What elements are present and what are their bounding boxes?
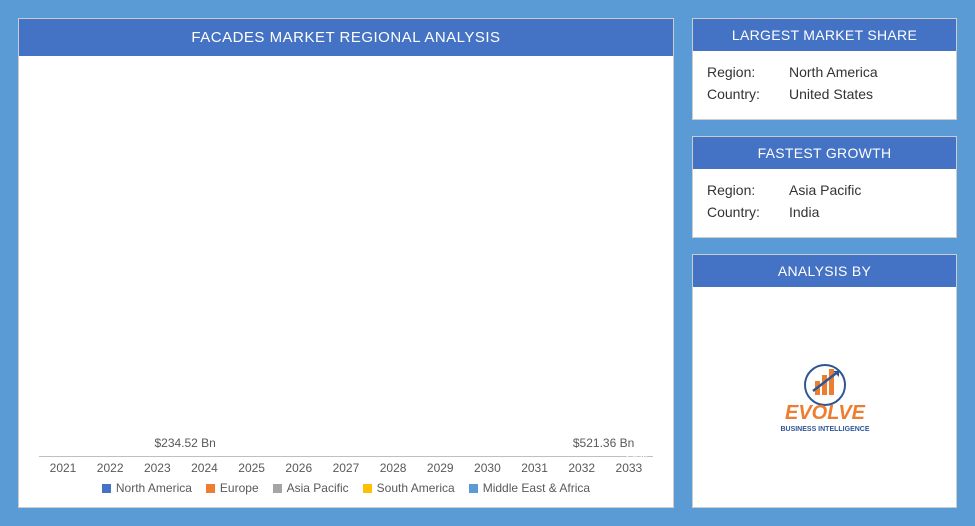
x-tick-label: 2032 [562, 461, 602, 475]
chart-panel: FACADES MARKET REGIONAL ANALYSIS $234.52… [18, 18, 674, 508]
analysis-by-panel: ANALYSIS BY EVOLVE BUSINESS INTELLIGENCE [692, 254, 957, 508]
legend: North America Europe Asia Pacific South Ame… [39, 475, 653, 499]
fastest-region-row: Region: Asia Pacific [707, 179, 942, 201]
segment-percent-label: 23% [625, 450, 647, 462]
legend-label: Middle East & Africa [483, 481, 590, 495]
side-column: LARGEST MARKET SHARE Region: North Ameri… [692, 18, 957, 508]
largest-region-value: North America [789, 64, 878, 80]
largest-share-panel: LARGEST MARKET SHARE Region: North Ameri… [692, 18, 957, 120]
fastest-growth-title: FASTEST GROWTH [693, 137, 956, 169]
x-axis: 2021 2022 2023 2024 2025 2026 2027 2028 2029 2030… [39, 457, 653, 475]
legend-item: Middle East & Africa [469, 481, 590, 495]
x-tick-label: 2029 [420, 461, 460, 475]
bar-value-label: $234.52 Bn [154, 436, 215, 450]
largest-country-row: Country: United States [707, 83, 942, 105]
legend-swatch [273, 484, 282, 493]
x-tick-label: 2023 [137, 461, 177, 475]
legend-label: Asia Pacific [287, 481, 349, 495]
x-tick-label: 2031 [515, 461, 555, 475]
legend-swatch [102, 484, 111, 493]
largest-region-key: Region: [707, 64, 781, 80]
legend-swatch [363, 484, 372, 493]
fastest-country-value: India [789, 204, 819, 220]
largest-share-title: LARGEST MARKET SHARE [693, 19, 956, 51]
largest-region-row: Region: North America [707, 61, 942, 83]
legend-item: North America [102, 481, 192, 495]
fastest-country-key: Country: [707, 204, 781, 220]
legend-item: Asia Pacific [273, 481, 349, 495]
fastest-region-value: Asia Pacific [789, 182, 861, 198]
x-tick-label: 2026 [279, 461, 319, 475]
x-tick-label: 2028 [373, 461, 413, 475]
chart-body: $234.52 Bn$521.36 Bn27%23% 2021202220232… [19, 56, 673, 507]
x-tick-label: 2030 [467, 461, 507, 475]
analysis-by-title: ANALYSIS BY [693, 255, 956, 287]
fastest-growth-panel: FASTEST GROWTH Region: Asia Pacific Coun… [692, 136, 957, 238]
legend-label: Europe [220, 481, 259, 495]
largest-country-value: United States [789, 86, 873, 102]
bar-value-label: $521.36 Bn [573, 436, 634, 450]
legend-item: Europe [206, 481, 259, 495]
chart-title: FACADES MARKET REGIONAL ANALYSIS [19, 19, 673, 56]
legend-swatch [469, 484, 478, 493]
evolve-logo-icon: EVOLVE BUSINESS INTELLIGENCE [755, 357, 895, 437]
logo-secondary-text: BUSINESS INTELLIGENCE [780, 426, 869, 433]
legend-label: North America [116, 481, 192, 495]
x-tick-label: 2022 [90, 461, 130, 475]
x-tick-label: 2024 [184, 461, 224, 475]
fastest-country-row: Country: India [707, 201, 942, 223]
fastest-region-key: Region: [707, 182, 781, 198]
analysis-by-logo: EVOLVE BUSINESS INTELLIGENCE [693, 287, 956, 507]
legend-swatch [206, 484, 215, 493]
x-tick-label: 2025 [232, 461, 272, 475]
x-tick-label: 2021 [43, 461, 83, 475]
legend-item: South America [363, 481, 455, 495]
largest-country-key: Country: [707, 86, 781, 102]
plot-area: $234.52 Bn$521.36 Bn27%23% [39, 66, 653, 457]
logo-primary-text: EVOLVE [784, 402, 865, 424]
x-tick-label: 2033 [609, 461, 649, 475]
legend-label: South America [377, 481, 455, 495]
x-tick-label: 2027 [326, 461, 366, 475]
